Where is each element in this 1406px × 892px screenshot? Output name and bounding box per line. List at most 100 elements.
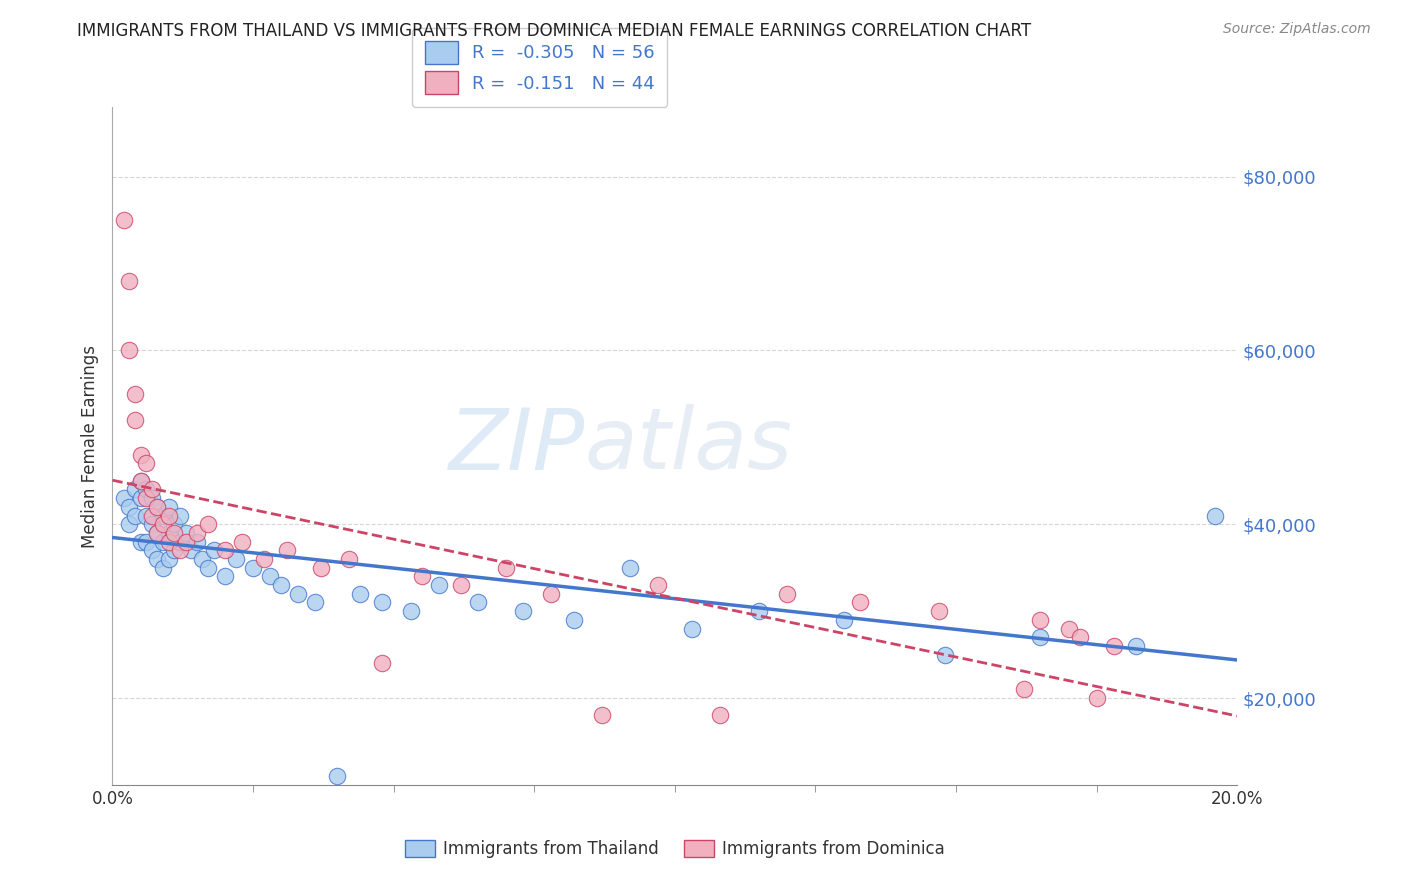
Point (112, 491, 135, 505)
Point (371, 657, 394, 671)
Point (681, 622, 703, 636)
Point (1204, 508, 1226, 523)
Point (129, 448, 152, 462)
Point (129, 534, 152, 549)
Point (214, 543, 236, 558)
Point (169, 508, 191, 523)
Point (157, 552, 180, 566)
Point (270, 578, 292, 592)
Point (1029, 613, 1052, 627)
Y-axis label: Median Female Earnings: Median Female Earnings (80, 344, 98, 548)
Point (591, 708, 613, 723)
Point (135, 534, 157, 549)
Point (1102, 639, 1125, 653)
Point (146, 525, 169, 540)
Point (146, 525, 169, 540)
Point (1057, 622, 1080, 636)
Point (163, 543, 186, 558)
Point (928, 604, 950, 618)
Point (157, 534, 180, 549)
Point (1069, 630, 1091, 644)
Point (832, 613, 855, 627)
Point (169, 534, 191, 549)
Point (186, 534, 208, 549)
Point (647, 578, 669, 592)
Point (135, 508, 157, 523)
Legend: Immigrants from Thailand, Immigrants from Dominica: Immigrants from Thailand, Immigrants fro… (398, 833, 952, 864)
Point (304, 595, 326, 609)
Point (124, 508, 146, 523)
Point (124, 483, 146, 497)
Point (326, 769, 349, 783)
Text: Source: ZipAtlas.com: Source: ZipAtlas.com (1223, 22, 1371, 37)
Point (118, 517, 141, 532)
Point (124, 387, 146, 401)
Text: ZIP: ZIP (449, 404, 585, 488)
Point (152, 517, 174, 532)
Point (186, 525, 208, 540)
Point (163, 517, 186, 532)
Point (180, 543, 202, 558)
Point (242, 560, 264, 574)
Point (157, 508, 180, 523)
Point (934, 648, 956, 662)
Point (152, 560, 174, 574)
Point (276, 543, 298, 558)
Point (309, 560, 332, 574)
Point (197, 517, 219, 532)
Point (141, 483, 163, 497)
Point (146, 500, 169, 514)
Text: atlas: atlas (585, 404, 793, 488)
Point (197, 560, 219, 574)
Point (141, 491, 163, 505)
Point (129, 491, 152, 505)
Point (287, 587, 309, 601)
Point (349, 587, 371, 601)
Point (337, 552, 360, 566)
Point (619, 560, 641, 574)
Point (231, 534, 253, 549)
Point (427, 578, 450, 592)
Point (562, 613, 585, 627)
Point (112, 213, 135, 227)
Text: IMMIGRANTS FROM THAILAND VS IMMIGRANTS FROM DOMINICA MEDIAN FEMALE EARNINGS CORR: IMMIGRANTS FROM THAILAND VS IMMIGRANTS F… (77, 22, 1032, 40)
Point (141, 543, 163, 558)
Point (467, 595, 489, 609)
Point (709, 708, 731, 723)
Point (1029, 630, 1052, 644)
Point (450, 578, 472, 592)
Point (135, 491, 157, 505)
Point (146, 500, 169, 514)
Point (152, 534, 174, 549)
Point (124, 413, 146, 427)
Point (748, 604, 770, 618)
Point (129, 474, 152, 488)
Point (259, 569, 281, 583)
Point (191, 552, 214, 566)
Point (163, 525, 186, 540)
Point (1085, 691, 1108, 706)
Point (253, 552, 276, 566)
Point (225, 552, 247, 566)
Point (1012, 682, 1035, 697)
Point (411, 569, 433, 583)
Point (399, 604, 422, 618)
Point (495, 560, 517, 574)
Point (118, 274, 141, 288)
Point (118, 343, 141, 358)
Point (146, 552, 169, 566)
Point (135, 483, 157, 497)
Point (135, 456, 157, 470)
Point (776, 587, 799, 601)
Point (371, 595, 394, 609)
Point (214, 569, 236, 583)
Point (118, 500, 141, 514)
Point (152, 508, 174, 523)
Point (174, 525, 197, 540)
Point (157, 500, 180, 514)
Point (157, 525, 180, 540)
Point (129, 474, 152, 488)
Point (202, 543, 225, 558)
Point (141, 517, 163, 532)
Point (849, 595, 872, 609)
